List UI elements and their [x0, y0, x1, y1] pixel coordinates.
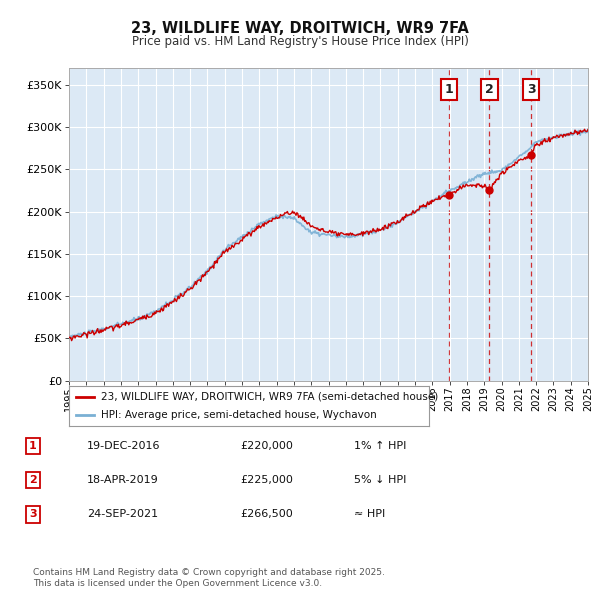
Text: 24-SEP-2021: 24-SEP-2021 [87, 510, 158, 519]
Text: 1: 1 [445, 83, 454, 96]
Text: 23, WILDLIFE WAY, DROITWICH, WR9 7FA: 23, WILDLIFE WAY, DROITWICH, WR9 7FA [131, 21, 469, 35]
Text: 5% ↓ HPI: 5% ↓ HPI [354, 476, 406, 485]
Text: 19-DEC-2016: 19-DEC-2016 [87, 441, 161, 451]
Text: Price paid vs. HM Land Registry's House Price Index (HPI): Price paid vs. HM Land Registry's House … [131, 35, 469, 48]
Text: 2: 2 [29, 476, 37, 485]
Text: £266,500: £266,500 [240, 510, 293, 519]
Text: £225,000: £225,000 [240, 476, 293, 485]
Text: 2: 2 [485, 83, 494, 96]
Text: HPI: Average price, semi-detached house, Wychavon: HPI: Average price, semi-detached house,… [101, 410, 377, 420]
Text: This data is licensed under the Open Government Licence v3.0.: This data is licensed under the Open Gov… [33, 579, 322, 588]
Text: £220,000: £220,000 [240, 441, 293, 451]
Text: 18-APR-2019: 18-APR-2019 [87, 476, 159, 485]
Text: 23, WILDLIFE WAY, DROITWICH, WR9 7FA (semi-detached house): 23, WILDLIFE WAY, DROITWICH, WR9 7FA (se… [101, 392, 439, 402]
Text: Contains HM Land Registry data © Crown copyright and database right 2025.: Contains HM Land Registry data © Crown c… [33, 568, 385, 576]
Text: ≈ HPI: ≈ HPI [354, 510, 385, 519]
Text: 3: 3 [29, 510, 37, 519]
Text: 1% ↑ HPI: 1% ↑ HPI [354, 441, 406, 451]
Text: 3: 3 [527, 83, 536, 96]
Text: 1: 1 [29, 441, 37, 451]
